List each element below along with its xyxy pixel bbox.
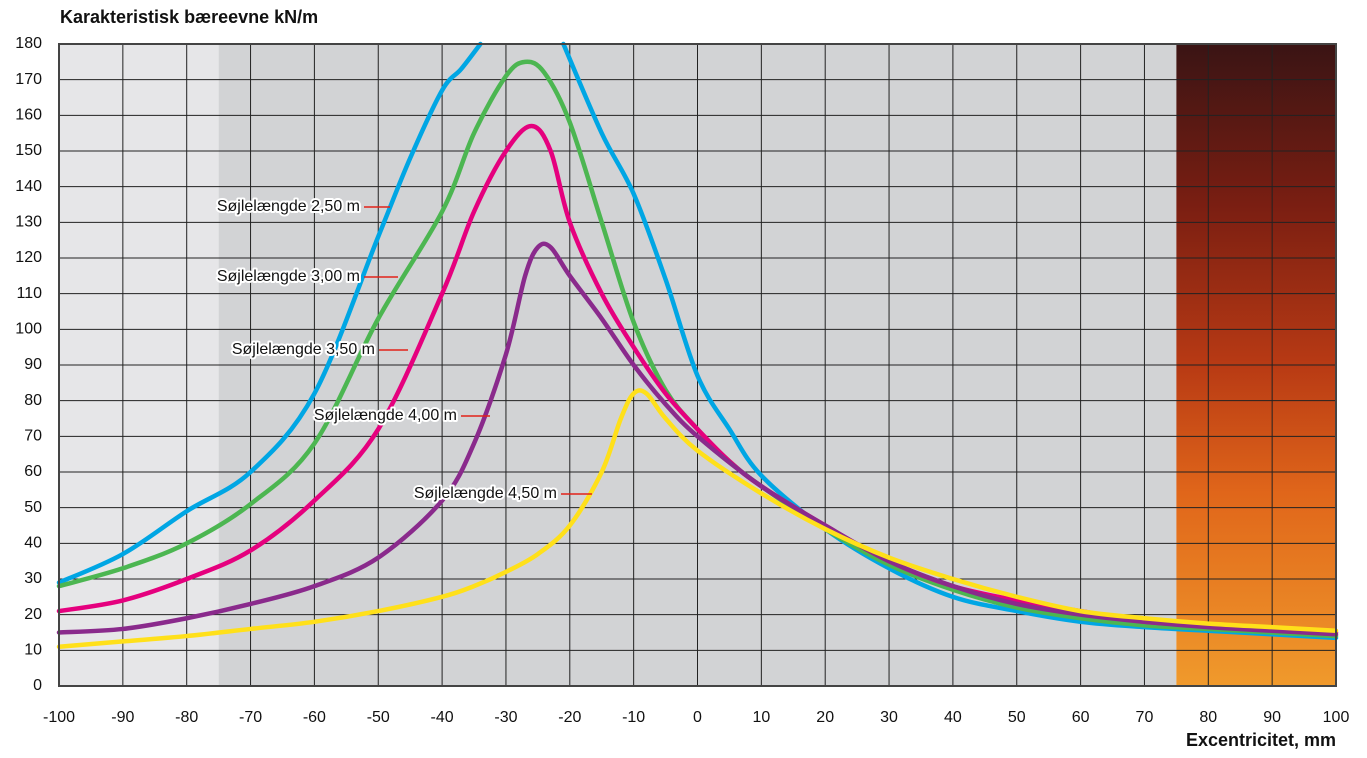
x-tick-label: 100	[1323, 709, 1350, 726]
x-tick-label: -30	[494, 709, 517, 726]
y-tick-label: 170	[15, 71, 42, 88]
x-tick-label: 50	[1008, 709, 1026, 726]
y-tick-label: 50	[24, 499, 42, 516]
plot-frame	[58, 43, 1337, 687]
x-tick-label: 60	[1072, 709, 1090, 726]
y-tick-label: 140	[15, 178, 42, 195]
series-line	[56, 241, 1339, 637]
x-tick-label: -10	[622, 709, 645, 726]
series-label: Søjlelængde 4,50 m	[414, 485, 557, 502]
series-line	[56, 59, 1339, 639]
axes: 0102030405060708090100110120130140150160…	[15, 35, 1349, 726]
x-axis-title: Excentricitet, mm	[1186, 730, 1336, 750]
series-label: Søjlelængde 3,50 m	[232, 341, 375, 358]
y-tick-label: 180	[15, 35, 42, 52]
x-tick-label: -20	[558, 709, 581, 726]
y-tick-label: 30	[24, 570, 42, 587]
x-tick-label: 20	[816, 709, 834, 726]
series-lines	[56, 41, 1339, 650]
x-tick-label: -80	[175, 709, 198, 726]
y-tick-label: 60	[24, 463, 42, 480]
x-tick-label: -50	[367, 709, 390, 726]
grid	[58, 43, 1337, 687]
y-tick-label: 80	[24, 392, 42, 409]
x-tick-label: 30	[880, 709, 898, 726]
y-axis-title: Karakteristisk bæreevne kN/m	[60, 7, 318, 27]
series-label: Søjlelængde 2,50 m	[217, 198, 360, 215]
x-tick-label: -90	[111, 709, 134, 726]
x-tick-label: -100	[43, 709, 75, 726]
x-tick-label: 90	[1263, 709, 1281, 726]
y-tick-label: 70	[24, 428, 42, 445]
x-tick-label: 10	[752, 709, 770, 726]
y-tick-label: 10	[24, 642, 42, 659]
y-tick-label: 90	[24, 356, 42, 373]
y-tick-label: 160	[15, 107, 42, 124]
x-tick-label: -60	[303, 709, 326, 726]
y-tick-label: 100	[15, 321, 42, 338]
y-tick-label: 150	[15, 142, 42, 159]
x-tick-label: 40	[944, 709, 962, 726]
series-labels: Søjlelængde 2,50 m Søjlelængde 3,00 m Søjl…	[215, 196, 592, 504]
y-tick-label: 130	[15, 214, 42, 231]
x-tick-label: 80	[1199, 709, 1217, 726]
y-tick-label: 120	[15, 249, 42, 266]
series-line	[56, 388, 1339, 650]
x-tick-label: 70	[1136, 709, 1154, 726]
series-label: Søjlelængde 4,00 m	[314, 407, 457, 424]
y-tick-label: 110	[16, 285, 42, 302]
x-tick-label: -70	[239, 709, 262, 726]
series-label: Søjlelængde 3,00 m	[217, 268, 360, 285]
x-tick-label: 0	[693, 709, 702, 726]
y-tick-label: 0	[33, 677, 42, 694]
x-tick-label: -40	[431, 709, 454, 726]
y-tick-label: 40	[24, 535, 42, 552]
y-tick-label: 20	[24, 606, 42, 623]
